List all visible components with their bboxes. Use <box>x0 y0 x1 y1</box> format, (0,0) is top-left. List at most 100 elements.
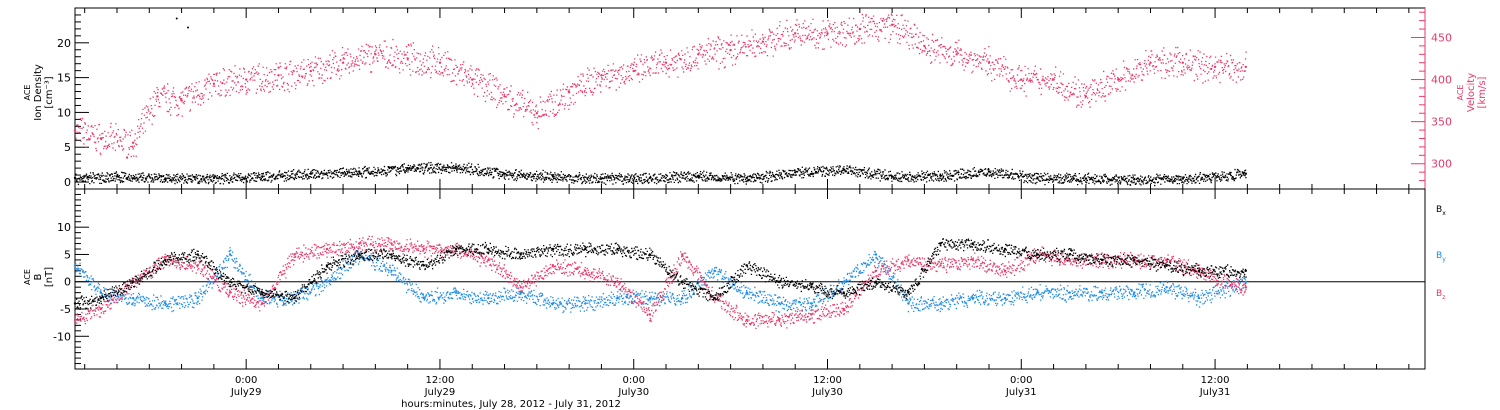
velocity-axis-label-line: Velocity <box>1466 73 1477 112</box>
x-tick-day: July30 <box>811 387 843 398</box>
by-series <box>73 247 1248 314</box>
bz-series-point <box>390 242 393 245</box>
density-series-point <box>697 174 700 177</box>
velocity-series-point <box>309 69 312 73</box>
b-axis-label-line: [nT] <box>44 267 55 287</box>
bx-series-point <box>164 258 167 262</box>
by-series-point <box>971 296 974 300</box>
by-series-point <box>228 253 232 256</box>
x-tick-time: 0:00 <box>235 375 257 386</box>
density-axis-label-line: [cm⁻³] <box>44 76 55 108</box>
velocity-tick-label: 350 <box>1431 116 1452 129</box>
bx-series <box>73 238 1248 310</box>
by-series-point <box>196 296 199 300</box>
velocity-axis-label-line: [km/s] <box>1477 76 1488 108</box>
bz-series-point <box>196 264 199 267</box>
velocity-series-dots <box>75 13 1247 159</box>
x-tick-time: 0:00 <box>1010 375 1032 386</box>
density-series-point <box>454 165 458 168</box>
by-series-point <box>874 253 878 256</box>
velocity-series-point <box>245 78 248 81</box>
bz-series-point <box>422 247 425 251</box>
bx-series-point <box>1036 253 1039 256</box>
by-series-point <box>487 296 490 300</box>
bx-series-point <box>261 291 264 294</box>
bz-series-point <box>293 253 296 256</box>
bx-series-point <box>745 264 748 267</box>
density-series-point <box>794 171 797 174</box>
density-series-point <box>1084 177 1088 180</box>
bz-series-point <box>358 242 361 245</box>
by-series-point <box>939 302 942 305</box>
bx-series-point <box>99 296 103 300</box>
bx-series-point <box>487 247 490 251</box>
by-series-point <box>745 291 748 294</box>
density-series-point <box>261 175 264 178</box>
x-tick-day: July29 <box>230 387 262 398</box>
by-series-point <box>810 302 813 305</box>
by-series-point <box>907 302 910 305</box>
velocity-tick-label: 450 <box>1431 31 1452 44</box>
bx-series-point <box>1003 247 1007 251</box>
velocity-series-point <box>73 128 77 132</box>
velocity-series-point <box>761 40 765 43</box>
density-series-point <box>212 176 216 180</box>
velocity-series-point <box>1052 78 1055 81</box>
density-series-point <box>842 168 845 171</box>
velocity-series-point <box>664 61 668 64</box>
density-series-dots <box>75 161 1247 187</box>
bz-series-point <box>1003 269 1007 272</box>
bx-series-point <box>196 253 199 256</box>
velocity-series-point <box>438 61 442 64</box>
density-tick-label: 20 <box>57 37 71 50</box>
velocity-series-point <box>1149 61 1152 64</box>
bx-series-point <box>454 247 458 251</box>
by-series-point <box>422 296 425 300</box>
bx-series-point <box>422 264 425 267</box>
velocity-series <box>73 13 1248 159</box>
density-series-point <box>1181 177 1185 180</box>
bz-series-point <box>584 269 587 272</box>
velocity-series-point <box>890 23 894 26</box>
by-series-point <box>584 302 587 305</box>
density-outlier <box>187 26 190 29</box>
velocity-tick-label: 300 <box>1431 158 1452 171</box>
bx-series-point <box>1133 258 1136 262</box>
by-series-point <box>1244 280 1248 283</box>
velocity-series-point <box>156 95 159 98</box>
by-series-point <box>777 302 781 305</box>
density-axis-label-line: Ion Density <box>33 64 44 121</box>
velocity-series-point <box>1181 61 1185 64</box>
b-tick-label: 0 <box>64 276 71 289</box>
density-series-point <box>1244 172 1248 175</box>
bx-series-point <box>1244 269 1248 272</box>
bx-series-point <box>358 253 361 256</box>
bx-series-point <box>519 253 522 256</box>
by-series-point <box>713 269 716 272</box>
bx-series-point <box>551 247 555 251</box>
bottom-frame <box>74 188 1426 370</box>
density-tick-label: 15 <box>57 72 71 85</box>
by-series-point <box>648 296 652 300</box>
b-axis-label-line: B <box>33 273 44 280</box>
x-axis: 0:00July2912:00July290:00July3012:00July… <box>84 8 1410 398</box>
density-series <box>73 161 1248 187</box>
bx-series-point <box>648 253 652 256</box>
velocity-series-point <box>503 95 506 98</box>
bx-series-point <box>293 296 296 300</box>
density-series-point <box>115 175 119 178</box>
density-series-point <box>164 177 167 180</box>
bx-series-point <box>390 253 393 256</box>
bx-series-point <box>1197 269 1201 272</box>
bz-series-point <box>1165 258 1168 262</box>
velocity-series-point <box>567 91 571 94</box>
bz-series-point <box>939 264 942 267</box>
velocity-series-point <box>212 82 216 86</box>
by-series-point <box>842 280 845 283</box>
velocity-series-point <box>1244 65 1248 69</box>
density-series-point <box>406 166 409 170</box>
density-tick-label: 5 <box>64 141 71 154</box>
bx-series-point <box>810 286 813 289</box>
density-series-point <box>987 170 991 173</box>
